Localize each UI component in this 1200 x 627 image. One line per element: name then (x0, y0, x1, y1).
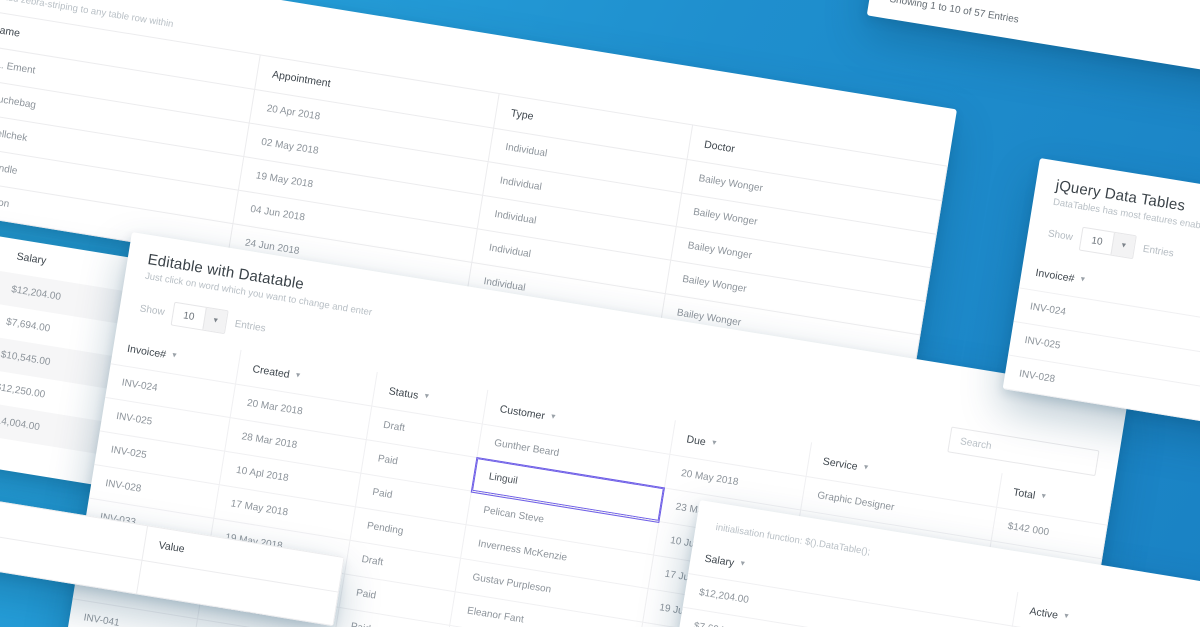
chevron-down-icon: ▼ (202, 307, 228, 334)
entries-label: Entries (1142, 243, 1175, 260)
sort-caret-icon: ▼ (293, 371, 302, 380)
show-label: Show (139, 302, 166, 318)
chevron-down-icon: ▼ (1110, 232, 1136, 259)
sort-caret-icon: ▼ (1062, 612, 1071, 621)
sort-caret-icon: ▼ (861, 463, 870, 472)
sort-caret-icon: ▼ (422, 392, 431, 401)
sort-caret-icon: ▼ (549, 413, 558, 422)
sort-caret-icon: ▼ (710, 439, 719, 448)
entries-select-value: 10 (182, 309, 196, 323)
entries-label: Entries (233, 318, 267, 335)
sort-caret-icon: ▼ (1078, 275, 1087, 284)
entries-select-value: 10 (1090, 234, 1104, 248)
show-label: Show (1047, 227, 1074, 243)
entries-select[interactable]: 10 ▼ (170, 301, 229, 335)
card-accounts-table: Acc. Name▼ Type▼ Giles Posture Individua… (866, 0, 1200, 83)
entries-select[interactable]: 10 ▼ (1078, 226, 1137, 260)
sort-caret-icon: ▼ (738, 560, 747, 569)
sort-caret-icon: ▼ (1039, 492, 1048, 501)
sort-caret-icon: ▼ (170, 351, 179, 360)
